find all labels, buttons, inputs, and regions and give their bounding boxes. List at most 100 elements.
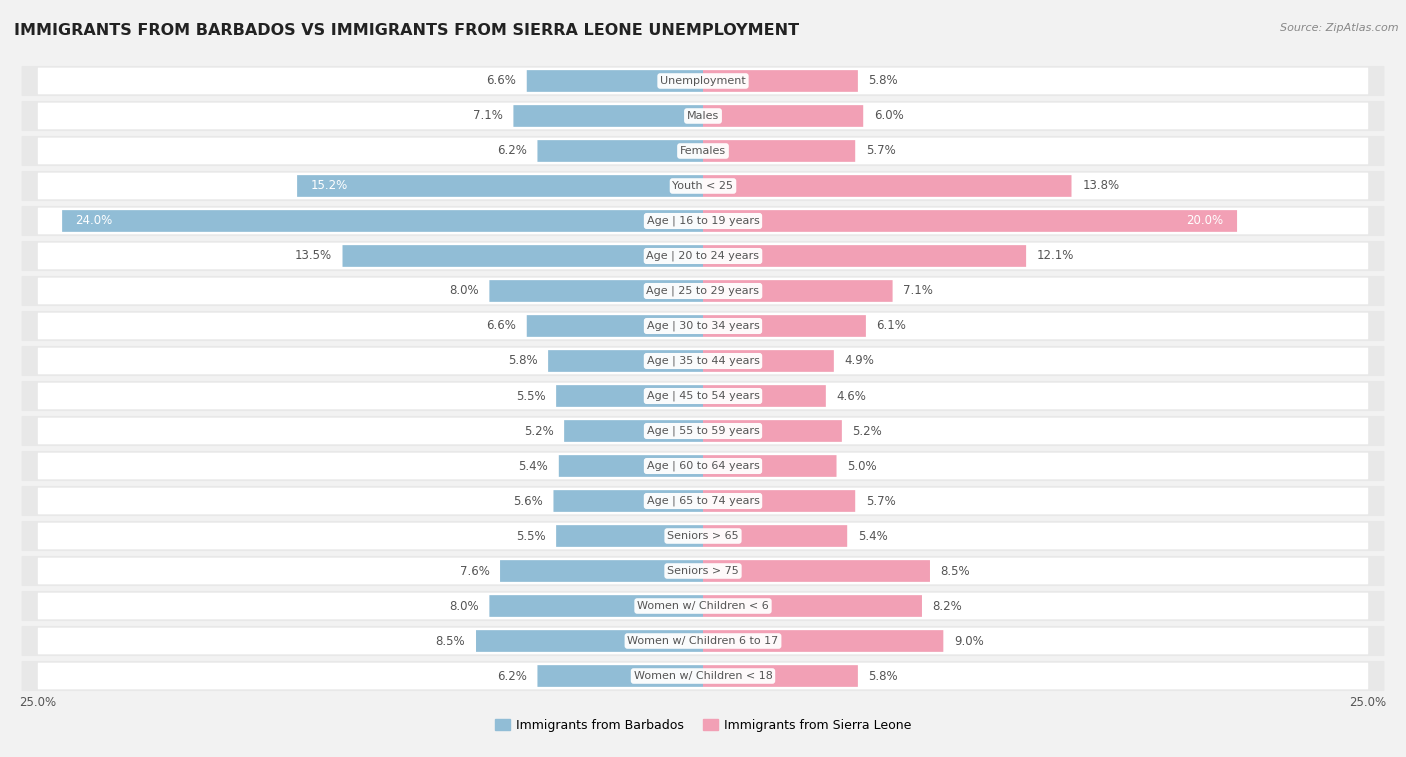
- FancyBboxPatch shape: [21, 661, 1385, 691]
- Text: Age | 35 to 44 years: Age | 35 to 44 years: [647, 356, 759, 366]
- FancyBboxPatch shape: [38, 207, 1368, 235]
- Text: Age | 20 to 24 years: Age | 20 to 24 years: [647, 251, 759, 261]
- FancyBboxPatch shape: [21, 66, 1385, 96]
- Text: 5.8%: 5.8%: [869, 74, 898, 88]
- FancyBboxPatch shape: [703, 210, 1237, 232]
- Text: 8.0%: 8.0%: [449, 285, 478, 298]
- FancyBboxPatch shape: [38, 347, 1368, 374]
- FancyBboxPatch shape: [297, 175, 703, 197]
- Text: 5.6%: 5.6%: [513, 494, 543, 507]
- FancyBboxPatch shape: [703, 245, 1026, 267]
- Text: Females: Females: [681, 146, 725, 156]
- FancyBboxPatch shape: [21, 276, 1385, 306]
- Text: 5.4%: 5.4%: [519, 459, 548, 472]
- FancyBboxPatch shape: [489, 280, 703, 302]
- FancyBboxPatch shape: [38, 628, 1368, 654]
- Text: Source: ZipAtlas.com: Source: ZipAtlas.com: [1281, 23, 1399, 33]
- Text: 5.2%: 5.2%: [523, 425, 554, 438]
- Text: 4.6%: 4.6%: [837, 390, 866, 403]
- Text: Age | 55 to 59 years: Age | 55 to 59 years: [647, 425, 759, 436]
- Text: Seniors > 75: Seniors > 75: [666, 566, 740, 576]
- Text: 9.0%: 9.0%: [955, 634, 984, 647]
- FancyBboxPatch shape: [38, 103, 1368, 129]
- FancyBboxPatch shape: [489, 595, 703, 617]
- Text: 6.1%: 6.1%: [876, 319, 907, 332]
- FancyBboxPatch shape: [703, 280, 893, 302]
- Text: 5.2%: 5.2%: [852, 425, 883, 438]
- Text: Women w/ Children 6 to 17: Women w/ Children 6 to 17: [627, 636, 779, 646]
- FancyBboxPatch shape: [564, 420, 703, 442]
- FancyBboxPatch shape: [21, 486, 1385, 516]
- FancyBboxPatch shape: [703, 105, 863, 127]
- FancyBboxPatch shape: [527, 70, 703, 92]
- Text: 6.6%: 6.6%: [486, 319, 516, 332]
- Text: 13.8%: 13.8%: [1083, 179, 1119, 192]
- Text: 24.0%: 24.0%: [76, 214, 112, 228]
- Text: 5.8%: 5.8%: [869, 669, 898, 683]
- FancyBboxPatch shape: [38, 488, 1368, 514]
- FancyBboxPatch shape: [21, 626, 1385, 656]
- FancyBboxPatch shape: [557, 385, 703, 407]
- Text: Age | 16 to 19 years: Age | 16 to 19 years: [647, 216, 759, 226]
- FancyBboxPatch shape: [21, 101, 1385, 131]
- Legend: Immigrants from Barbados, Immigrants from Sierra Leone: Immigrants from Barbados, Immigrants fro…: [489, 714, 917, 737]
- FancyBboxPatch shape: [21, 136, 1385, 166]
- FancyBboxPatch shape: [38, 383, 1368, 410]
- FancyBboxPatch shape: [21, 451, 1385, 481]
- FancyBboxPatch shape: [343, 245, 703, 267]
- FancyBboxPatch shape: [703, 525, 848, 547]
- Text: IMMIGRANTS FROM BARBADOS VS IMMIGRANTS FROM SIERRA LEONE UNEMPLOYMENT: IMMIGRANTS FROM BARBADOS VS IMMIGRANTS F…: [14, 23, 799, 38]
- Text: 25.0%: 25.0%: [20, 696, 56, 709]
- FancyBboxPatch shape: [38, 593, 1368, 619]
- FancyBboxPatch shape: [703, 420, 842, 442]
- Text: Seniors > 65: Seniors > 65: [668, 531, 738, 541]
- Text: 5.7%: 5.7%: [866, 145, 896, 157]
- Text: 5.4%: 5.4%: [858, 529, 887, 543]
- FancyBboxPatch shape: [513, 105, 703, 127]
- Text: Age | 30 to 34 years: Age | 30 to 34 years: [647, 321, 759, 332]
- Text: 8.0%: 8.0%: [449, 600, 478, 612]
- FancyBboxPatch shape: [537, 665, 703, 687]
- FancyBboxPatch shape: [703, 140, 855, 162]
- Text: Age | 25 to 29 years: Age | 25 to 29 years: [647, 285, 759, 296]
- Text: 6.2%: 6.2%: [496, 669, 527, 683]
- FancyBboxPatch shape: [501, 560, 703, 582]
- FancyBboxPatch shape: [703, 175, 1071, 197]
- Text: Youth < 25: Youth < 25: [672, 181, 734, 191]
- Text: 8.5%: 8.5%: [941, 565, 970, 578]
- FancyBboxPatch shape: [703, 595, 922, 617]
- FancyBboxPatch shape: [62, 210, 703, 232]
- FancyBboxPatch shape: [527, 315, 703, 337]
- FancyBboxPatch shape: [703, 385, 825, 407]
- FancyBboxPatch shape: [703, 560, 929, 582]
- FancyBboxPatch shape: [703, 665, 858, 687]
- Text: 7.1%: 7.1%: [903, 285, 934, 298]
- Text: 20.0%: 20.0%: [1187, 214, 1223, 228]
- FancyBboxPatch shape: [38, 418, 1368, 444]
- FancyBboxPatch shape: [38, 278, 1368, 304]
- Text: 5.5%: 5.5%: [516, 529, 546, 543]
- FancyBboxPatch shape: [21, 346, 1385, 376]
- Text: 13.5%: 13.5%: [295, 250, 332, 263]
- FancyBboxPatch shape: [703, 350, 834, 372]
- FancyBboxPatch shape: [21, 241, 1385, 271]
- FancyBboxPatch shape: [548, 350, 703, 372]
- FancyBboxPatch shape: [703, 315, 866, 337]
- Text: 8.5%: 8.5%: [436, 634, 465, 647]
- FancyBboxPatch shape: [477, 630, 703, 652]
- Text: 5.8%: 5.8%: [508, 354, 537, 367]
- Text: 8.2%: 8.2%: [932, 600, 962, 612]
- FancyBboxPatch shape: [21, 381, 1385, 411]
- FancyBboxPatch shape: [537, 140, 703, 162]
- FancyBboxPatch shape: [703, 490, 855, 512]
- Text: 5.7%: 5.7%: [866, 494, 896, 507]
- FancyBboxPatch shape: [21, 591, 1385, 621]
- FancyBboxPatch shape: [38, 453, 1368, 479]
- FancyBboxPatch shape: [38, 313, 1368, 339]
- Text: Age | 45 to 54 years: Age | 45 to 54 years: [647, 391, 759, 401]
- FancyBboxPatch shape: [38, 522, 1368, 550]
- Text: 7.6%: 7.6%: [460, 565, 489, 578]
- Text: 5.0%: 5.0%: [848, 459, 877, 472]
- Text: 25.0%: 25.0%: [1350, 696, 1386, 709]
- FancyBboxPatch shape: [557, 525, 703, 547]
